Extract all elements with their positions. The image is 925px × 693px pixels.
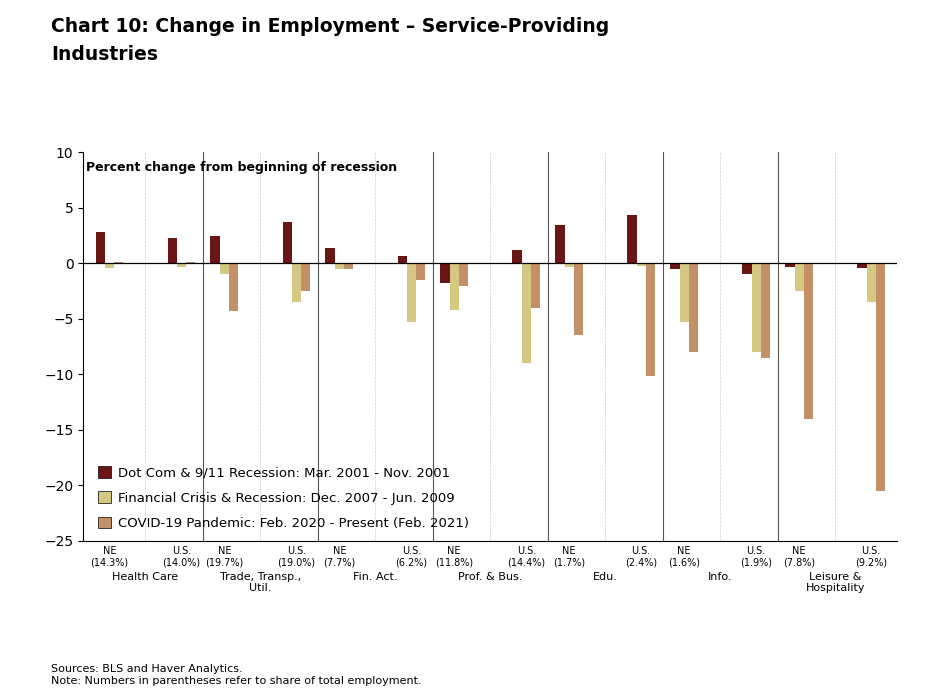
Text: U.S.
(14.0%): U.S. (14.0%) [162,546,201,568]
Bar [743,263,752,274]
Text: Health Care: Health Care [112,572,179,581]
Bar [867,263,876,302]
Bar [301,263,310,291]
Bar [627,215,636,263]
Bar [211,236,219,263]
Bar [407,263,416,322]
Bar [671,263,680,269]
Text: Fin. Act.: Fin. Act. [353,572,398,581]
Bar [574,263,583,335]
Bar [326,248,335,263]
Text: Info.: Info. [708,572,733,581]
Bar [876,263,885,491]
Bar [167,238,177,263]
Bar [564,263,574,267]
Text: U.S.
(14.4%): U.S. (14.4%) [507,546,546,568]
Bar [761,263,770,358]
Bar [522,263,531,363]
Bar [95,232,105,263]
Text: NE
(1.7%): NE (1.7%) [553,546,586,568]
Bar [752,263,761,352]
Bar [440,263,450,283]
Bar [219,263,228,274]
Text: Edu.: Edu. [593,572,618,581]
Bar [512,250,522,263]
Text: Leisure &
Hospitality: Leisure & Hospitality [806,572,865,593]
Bar [636,263,646,265]
Text: Prof. & Bus.: Prof. & Bus. [458,572,523,581]
Bar [795,263,804,291]
Bar [680,263,689,322]
Bar [555,225,564,263]
Text: NE
(7.8%): NE (7.8%) [783,546,815,568]
Bar [416,263,426,280]
Bar [282,222,291,263]
Bar [177,263,186,267]
Bar [105,263,114,267]
Bar [689,263,698,352]
Text: U.S.
(2.4%): U.S. (2.4%) [625,546,658,568]
Bar [291,263,301,302]
Text: Percent change from beginning of recession: Percent change from beginning of recessi… [86,161,398,175]
Text: U.S.
(19.0%): U.S. (19.0%) [278,546,315,568]
Text: Industries: Industries [51,45,158,64]
Text: NE
(14.3%): NE (14.3%) [91,546,129,568]
Text: Trade, Transp.,
Util.: Trade, Transp., Util. [219,572,301,593]
Text: NE
(19.7%): NE (19.7%) [205,546,243,568]
Bar [228,263,238,311]
Text: NE
(11.8%): NE (11.8%) [435,546,474,568]
Bar [344,263,353,269]
Bar [646,263,655,376]
Bar [114,262,123,263]
Text: NE
(7.7%): NE (7.7%) [323,546,355,568]
Bar [335,263,344,269]
Bar [857,263,867,267]
Text: Chart 10: Change in Employment – Service-Providing: Chart 10: Change in Employment – Service… [51,17,610,36]
Bar [459,263,468,286]
Bar [186,262,195,263]
Text: Sources: BLS and Haver Analytics.
Note: Numbers in parentheses refer to share of: Sources: BLS and Haver Analytics. Note: … [51,665,422,686]
Bar [450,263,459,310]
Bar [398,256,407,263]
Text: U.S.
(1.9%): U.S. (1.9%) [740,546,772,568]
Bar [785,263,795,267]
Bar [804,263,813,419]
Bar [531,263,540,308]
Legend: Dot Com & 9/11 Recession: Mar. 2001 - Nov. 2001, Financial Crisis & Recession: D: Dot Com & 9/11 Recession: Mar. 2001 - No… [98,466,469,530]
Text: U.S.
(6.2%): U.S. (6.2%) [395,546,427,568]
Text: NE
(1.6%): NE (1.6%) [668,546,700,568]
Text: U.S.
(9.2%): U.S. (9.2%) [855,546,887,568]
